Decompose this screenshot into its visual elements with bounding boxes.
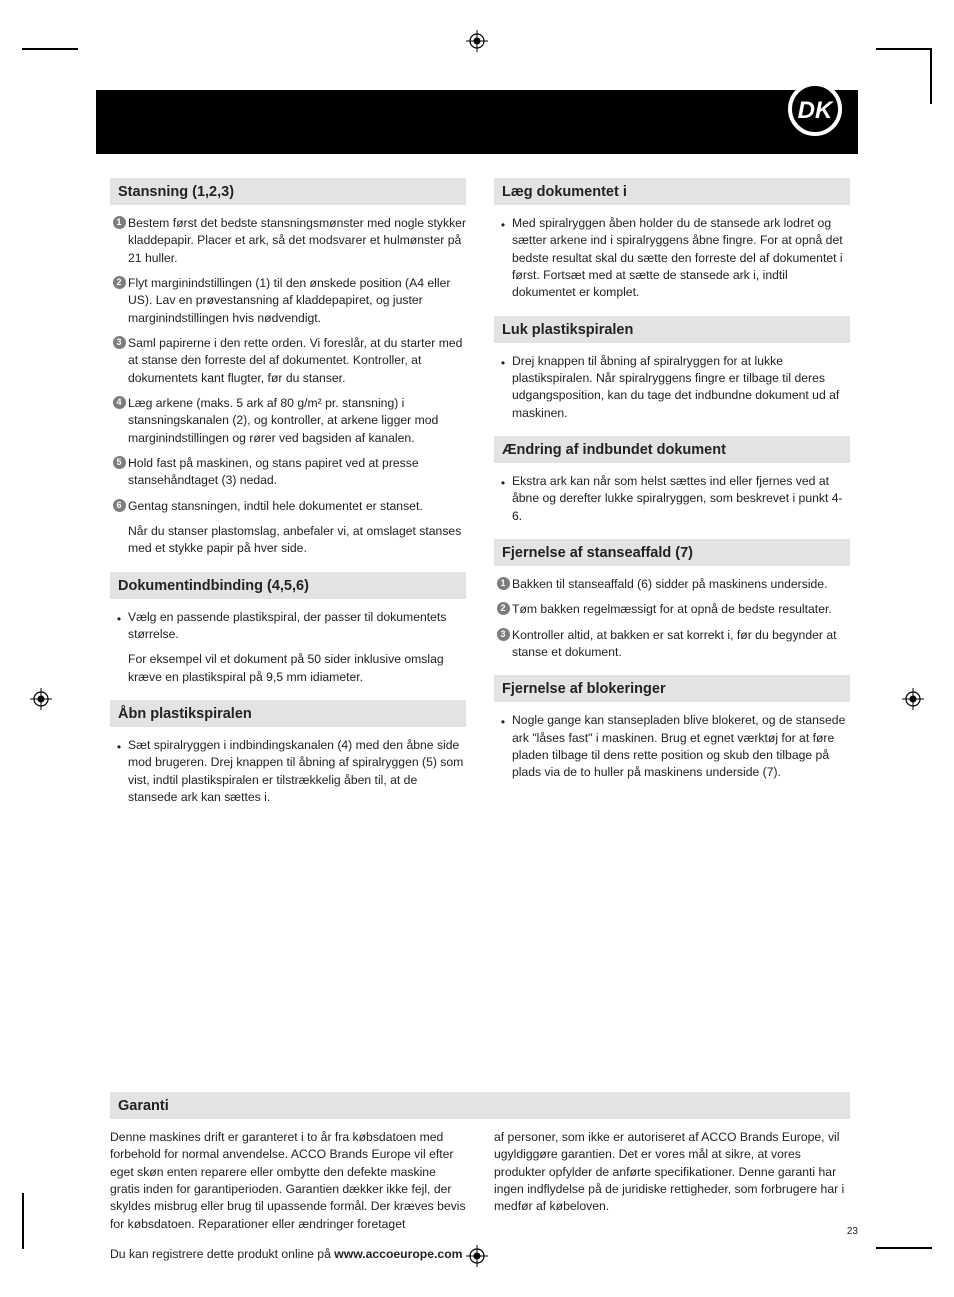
language-badge-icon: DK [786, 80, 844, 138]
list-item: •For eksempel vil et dokument på 50 side… [110, 651, 466, 686]
bullet-icon: • [494, 473, 512, 525]
list-item: 2Flyt marginindstillingen (1) til den øn… [110, 275, 466, 327]
list-item-text: Med spiralryggen åben holder du de stans… [512, 215, 850, 302]
numbered-bullet-icon: 2 [494, 601, 512, 618]
list-item-text: Bestem først det bedste stansningsmønste… [128, 215, 466, 267]
list-item: 1Bestem først det bedste stansningsmønst… [110, 215, 466, 267]
list-item: •Vælg en passende plastikspiral, der pas… [110, 609, 466, 644]
numbered-bullet-icon: 6 [110, 498, 128, 515]
left-column: Stansning (1,2,3) 1Bestem først det bedst… [110, 178, 466, 814]
numbered-bullet-icon: 1 [494, 576, 512, 593]
section-heading: Luk plastikspiralen [494, 316, 850, 343]
list-item-text: Bakken til stanseaffald (6) sidder på ma… [512, 576, 850, 593]
numbered-bullet-icon: 2 [110, 275, 128, 327]
header-band: DK [96, 90, 858, 154]
list-item: •Når du stanser plastomslag, anbefaler v… [110, 523, 466, 558]
list-item-text: Saml papirerne i den rette orden. Vi for… [128, 335, 466, 387]
right-column: Læg dokumentet i•Med spiralryggen åben h… [494, 178, 850, 814]
list-item-text: Tøm bakken regelmæssigt for at opnå de b… [512, 601, 850, 618]
list-item-text: Når du stanser plastomslag, anbefaler vi… [128, 523, 466, 558]
warranty-section: Garanti Denne maskines drift er garanter… [110, 1078, 850, 1261]
section-heading: Dokumentindbinding (4,5,6) [110, 572, 466, 599]
bullet-icon: • [110, 737, 128, 806]
crop-mark [876, 48, 932, 50]
section-heading: Læg dokumentet i [494, 178, 850, 205]
registration-mark-icon [30, 688, 52, 710]
list-item-text: Kontroller altid, at bakken er sat korre… [512, 627, 850, 662]
register-line: Du kan registrere dette produkt online p… [110, 1247, 850, 1261]
warranty-text-col2: af personer, som ikke er autoriseret af … [494, 1129, 850, 1233]
crop-mark [22, 1193, 24, 1249]
numbered-bullet-icon: 5 [110, 455, 128, 490]
svg-text:DK: DK [798, 97, 834, 124]
list-item: 1Bakken til stanseaffald (6) sidder på m… [494, 576, 850, 593]
crop-mark [876, 1247, 932, 1249]
crop-mark [930, 48, 932, 104]
list-item: 3Kontroller altid, at bakken er sat korr… [494, 627, 850, 662]
content-columns: Stansning (1,2,3)1Bestem først det bedst… [110, 178, 850, 814]
section-heading: Åbn plastikspiralen [110, 700, 466, 727]
warranty-text-col1: Denne maskines drift er garanteret i to … [110, 1129, 466, 1233]
list-item: 5Hold fast på maskinen, og stans papiret… [110, 455, 466, 490]
list-item-text: For eksempel vil et dokument på 50 sider… [128, 651, 466, 686]
list-item-text: Gentag stansningen, indtil hele dokument… [128, 498, 466, 515]
register-url: www.accoeurope.com [334, 1247, 462, 1261]
list-item-text: Læg arkene (maks. 5 ark af 80 g/m² pr. s… [128, 395, 466, 447]
list-item: •Sæt spiralryggen i indbindingskanalen (… [110, 737, 466, 806]
bullet-icon: • [110, 609, 128, 644]
list-item: 2Tøm bakken regelmæssigt for at opnå de … [494, 601, 850, 618]
numbered-bullet-icon: 1 [110, 215, 128, 267]
register-prefix: Du kan registrere dette produkt online p… [110, 1247, 334, 1261]
registration-mark-icon [466, 30, 488, 52]
numbered-bullet-icon: 3 [110, 335, 128, 387]
numbered-bullet-icon: 3 [494, 627, 512, 662]
list-item: 3Saml papirerne i den rette orden. Vi fo… [110, 335, 466, 387]
list-item: •Ekstra ark kan når som helst sættes ind… [494, 473, 850, 525]
section-heading: Stansning (1,2,3) [110, 178, 466, 205]
section-heading: Garanti [110, 1092, 850, 1119]
list-item-text: Ekstra ark kan når som helst sættes ind … [512, 473, 850, 525]
section-heading: Fjernelse af blokeringer [494, 675, 850, 702]
list-item: •Nogle gange kan stansepladen blive blok… [494, 712, 850, 781]
section-heading: Fjernelse af stanseaffald (7) [494, 539, 850, 566]
registration-mark-icon [902, 688, 924, 710]
bullet-icon: • [494, 353, 512, 422]
list-item-text: Drej knappen til åbning af spiralryggen … [512, 353, 850, 422]
section-heading: Ændring af indbundet dokument [494, 436, 850, 463]
numbered-bullet-icon: 4 [110, 395, 128, 447]
list-item: •Drej knappen til åbning af spiralryggen… [494, 353, 850, 422]
list-item-text: Sæt spiralryggen i indbindingskanalen (4… [128, 737, 466, 806]
list-item-text: Flyt marginindstillingen (1) til den øns… [128, 275, 466, 327]
list-item-text: Nogle gange kan stansepladen blive bloke… [512, 712, 850, 781]
page: DK Stansning (1,2,3)1Bestem først det be… [0, 0, 954, 1297]
bullet-icon: • [494, 215, 512, 302]
bullet-icon: • [494, 712, 512, 781]
list-item-text: Hold fast på maskinen, og stans papiret … [128, 455, 466, 490]
list-item: 4Læg arkene (maks. 5 ark af 80 g/m² pr. … [110, 395, 466, 447]
list-item: •Med spiralryggen åben holder du de stan… [494, 215, 850, 302]
list-item: 6Gentag stansningen, indtil hele dokumen… [110, 498, 466, 515]
crop-mark [22, 48, 78, 50]
list-item-text: Vælg en passende plastikspiral, der pass… [128, 609, 466, 644]
page-number: 23 [847, 1226, 858, 1237]
